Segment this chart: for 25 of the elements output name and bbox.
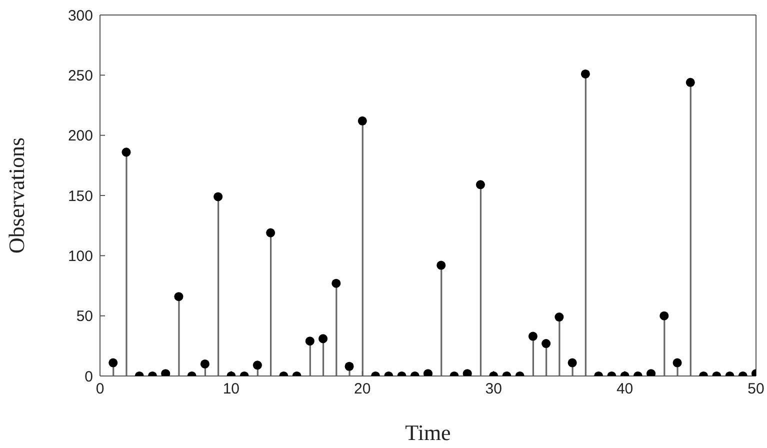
x-tick-label: 50 (748, 380, 764, 398)
x-tick-label: 40 (616, 380, 634, 398)
y-axis-title: Observations (4, 137, 29, 254)
y-tick-label: 50 (76, 308, 93, 326)
point (332, 278, 341, 288)
x-tick-label: 10 (222, 380, 240, 398)
y-tick-label: 150 (68, 188, 93, 205)
x-tick-label: 30 (485, 380, 502, 398)
y-tick-label: 250 (68, 67, 93, 84)
x-tick-label: 20 (354, 380, 371, 398)
point (266, 228, 276, 238)
point (122, 148, 131, 157)
point (660, 311, 669, 320)
y-tick-label: 100 (68, 248, 93, 265)
point (580, 69, 590, 78)
x-tick-label: 0 (96, 380, 104, 398)
point (214, 192, 223, 202)
point (358, 116, 367, 126)
point (476, 180, 485, 190)
point (686, 78, 695, 87)
point (436, 260, 446, 270)
y-tick-label: 0 (84, 368, 93, 386)
y-tick-label: 200 (68, 128, 93, 145)
y-tick-label: 300 (68, 7, 93, 24)
x-axis-title: Time (405, 420, 451, 445)
